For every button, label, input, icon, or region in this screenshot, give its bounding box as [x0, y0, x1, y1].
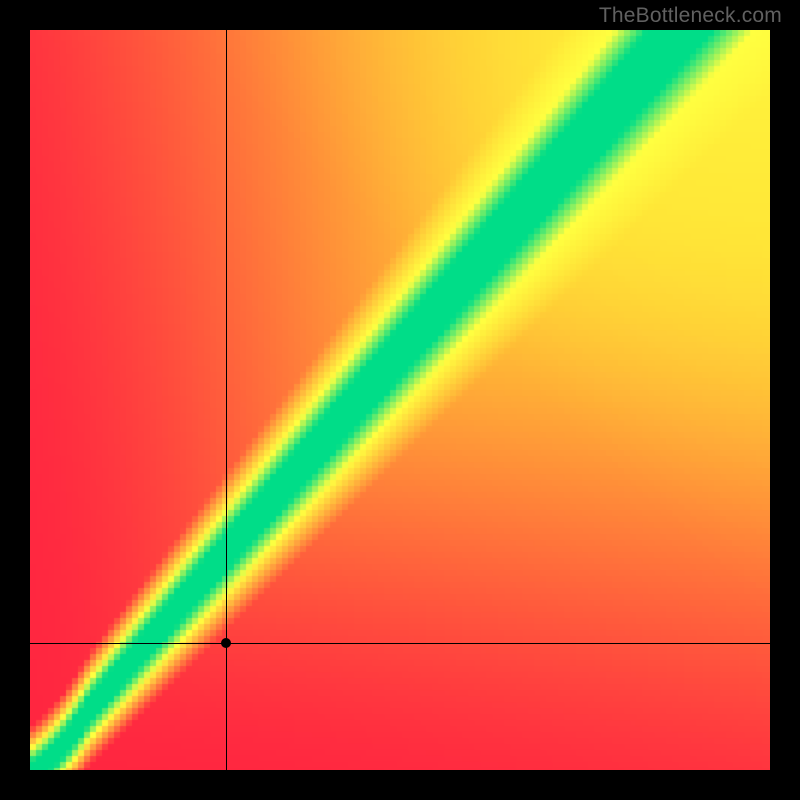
crosshair-horizontal [30, 643, 770, 644]
marker-dot [221, 638, 231, 648]
heatmap-plot [30, 30, 770, 770]
heatmap-canvas [30, 30, 770, 770]
crosshair-vertical [226, 30, 227, 770]
watermark-text: TheBottleneck.com [599, 4, 782, 28]
